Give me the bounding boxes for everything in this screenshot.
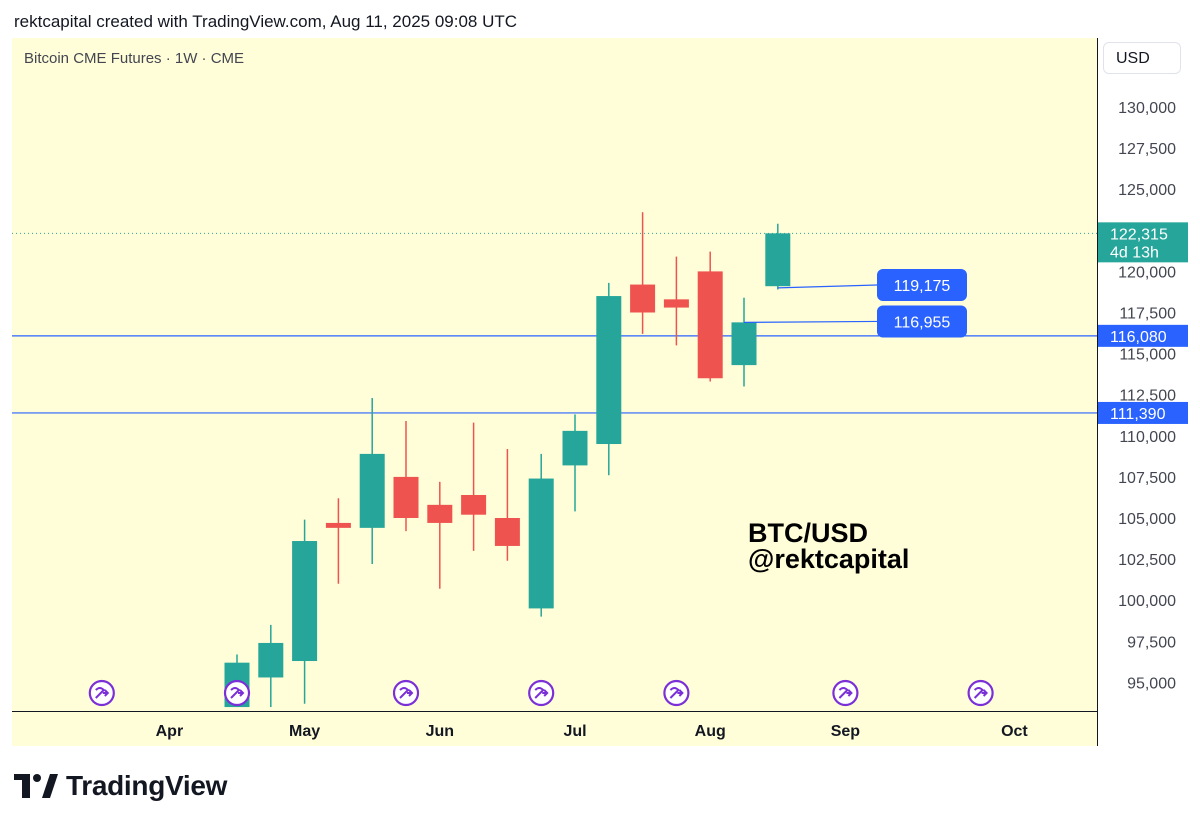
x-axis-tick-label: May: [289, 723, 320, 740]
candle[interactable]: [494, 448, 520, 561]
level-price-label-box: [1098, 324, 1188, 347]
x-axis-tick-label: Jul: [563, 723, 586, 740]
y-axis-tick-label: 115,000: [1119, 347, 1176, 364]
y-axis-tick-label: 100,000: [1118, 593, 1176, 610]
candle[interactable]: [461, 422, 487, 551]
callout-label: 116,955: [894, 314, 951, 331]
candle[interactable]: [765, 223, 791, 290]
candle[interactable]: [258, 624, 284, 708]
candle-body: [393, 476, 419, 518]
candle[interactable]: [427, 481, 453, 589]
candle[interactable]: [731, 297, 757, 387]
candle-body: [663, 299, 689, 308]
y-axis-tick-label: 125,000: [1118, 182, 1176, 199]
callout-connector-line: [777, 284, 878, 289]
last-price-label-box: [1098, 222, 1188, 263]
callout-label-box[interactable]: [877, 268, 967, 301]
x-axis-tick-label: Jun: [426, 723, 454, 740]
candle[interactable]: [528, 453, 554, 617]
candle-body: [528, 478, 554, 609]
event-marker-icon[interactable]: [832, 679, 859, 707]
candle-body: [325, 522, 351, 528]
candle-body: [697, 271, 723, 379]
last-price-label: 122,315: [1110, 226, 1168, 243]
candle[interactable]: [325, 498, 351, 584]
tradingview-logo[interactable]: TradingView: [14, 770, 227, 802]
tradingview-brand: TradingView: [66, 770, 228, 801]
candle-body: [765, 233, 791, 287]
event-marker-icon[interactable]: [88, 679, 115, 707]
candle-body: [292, 541, 318, 662]
candle[interactable]: [393, 421, 419, 532]
y-axis-tick-label: 95,000: [1127, 675, 1176, 692]
y-axis-tick-label: 127,500: [1118, 141, 1176, 158]
candle[interactable]: [292, 519, 318, 704]
event-marker-icon[interactable]: [223, 679, 251, 707]
time-axis-panel[interactable]: [12, 711, 1097, 746]
candle-body: [258, 642, 284, 678]
candle-body: [359, 453, 385, 528]
annotation-pair: BTC/USD: [748, 518, 868, 548]
candle-body: [494, 518, 520, 546]
candle-body: [731, 322, 757, 366]
candle-body: [427, 504, 453, 523]
last-price-label: 4d 13h: [1110, 244, 1159, 261]
chart-header: rektcapital created with TradingView.com…: [14, 12, 518, 31]
candle-body: [562, 430, 588, 466]
callout-label: 119,175: [894, 278, 951, 295]
currency-button[interactable]: USD: [1103, 42, 1181, 74]
event-marker-icon[interactable]: [528, 679, 555, 707]
candle-body: [630, 284, 656, 313]
y-axis-tick-label: 110,000: [1119, 429, 1176, 446]
candle[interactable]: [697, 251, 723, 382]
candle[interactable]: [596, 282, 622, 476]
symbol-title[interactable]: Bitcoin CME Futures · 1W · CME: [24, 50, 245, 67]
y-axis-tick-label: 130,000: [1118, 100, 1176, 117]
x-axis-tick-label: Sep: [831, 723, 861, 740]
y-axis-tick-label: 105,000: [1118, 511, 1176, 528]
x-axis-tick-label: Aug: [695, 723, 726, 740]
y-axis-tick-label: 117,500: [1119, 306, 1176, 323]
y-axis-tick-label: 97,500: [1127, 634, 1176, 651]
y-axis-tick-label: 112,500: [1119, 388, 1176, 405]
candle[interactable]: [630, 212, 656, 334]
x-axis-tick-label: Oct: [1001, 723, 1028, 740]
y-axis-tick-label: 120,000: [1118, 264, 1176, 281]
candle[interactable]: [562, 414, 588, 512]
event-marker-icon[interactable]: [967, 679, 994, 707]
level-price-label-box: [1098, 401, 1188, 424]
x-axis-tick-label: Apr: [156, 723, 184, 740]
level-price-label: 111,390: [1110, 406, 1166, 423]
annotation-handle: @rektcapital: [748, 544, 909, 574]
candle-body: [596, 296, 622, 445]
candle[interactable]: [663, 256, 689, 346]
event-marker-icon[interactable]: [663, 679, 690, 707]
callout-label-box[interactable]: [877, 305, 967, 338]
time-axis-border: [12, 711, 1098, 712]
chart-pane[interactable]: [12, 38, 1097, 711]
price-axis-border: [1097, 38, 1098, 746]
candle-body: [461, 494, 487, 515]
tradingview-logo-icon: [14, 774, 58, 798]
y-axis-tick-label: 102,500: [1118, 552, 1176, 569]
y-axis-tick-label: 107,500: [1118, 470, 1176, 487]
candle[interactable]: [359, 397, 385, 565]
level-price-label: 116,080: [1110, 329, 1167, 346]
price-axis-panel[interactable]: [1097, 38, 1188, 746]
callout-connector-line: [743, 320, 878, 323]
event-marker-icon[interactable]: [392, 679, 420, 707]
